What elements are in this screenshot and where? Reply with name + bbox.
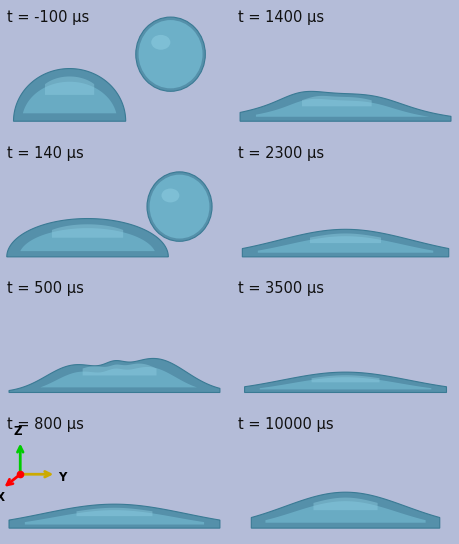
Polygon shape xyxy=(20,228,154,251)
Text: t = 500 μs: t = 500 μs xyxy=(7,281,84,296)
Circle shape xyxy=(147,172,212,242)
Polygon shape xyxy=(311,375,379,382)
Polygon shape xyxy=(313,498,377,510)
Polygon shape xyxy=(242,230,448,257)
Polygon shape xyxy=(83,363,156,375)
Polygon shape xyxy=(244,372,446,392)
Ellipse shape xyxy=(161,189,179,202)
Text: t = 800 μs: t = 800 μs xyxy=(7,417,84,432)
Polygon shape xyxy=(309,233,380,243)
Polygon shape xyxy=(265,501,425,523)
Text: t = 1400 μs: t = 1400 μs xyxy=(237,10,323,25)
Polygon shape xyxy=(255,99,428,117)
Text: Z: Z xyxy=(13,425,22,438)
Polygon shape xyxy=(76,508,152,516)
Text: t = 10000 μs: t = 10000 μs xyxy=(237,417,333,432)
Polygon shape xyxy=(45,77,94,95)
Polygon shape xyxy=(240,91,450,121)
Polygon shape xyxy=(7,219,168,257)
Polygon shape xyxy=(9,358,219,392)
Polygon shape xyxy=(25,510,204,524)
Polygon shape xyxy=(9,504,219,528)
Text: X: X xyxy=(0,491,5,504)
Polygon shape xyxy=(251,492,439,528)
Polygon shape xyxy=(40,367,196,387)
Text: t = 3500 μs: t = 3500 μs xyxy=(237,281,323,296)
Polygon shape xyxy=(13,69,125,121)
Polygon shape xyxy=(259,377,431,390)
Text: Y: Y xyxy=(58,471,67,484)
Circle shape xyxy=(151,177,197,226)
Polygon shape xyxy=(302,96,371,106)
Ellipse shape xyxy=(151,35,170,50)
Text: t = 140 μs: t = 140 μs xyxy=(7,146,84,160)
Text: t = 2300 μs: t = 2300 μs xyxy=(237,146,323,160)
Circle shape xyxy=(135,17,205,91)
Circle shape xyxy=(138,20,202,88)
Circle shape xyxy=(141,23,189,75)
Polygon shape xyxy=(257,236,432,253)
Polygon shape xyxy=(52,224,123,238)
Circle shape xyxy=(149,175,209,238)
Text: t = -100 μs: t = -100 μs xyxy=(7,10,89,25)
Polygon shape xyxy=(23,82,116,113)
